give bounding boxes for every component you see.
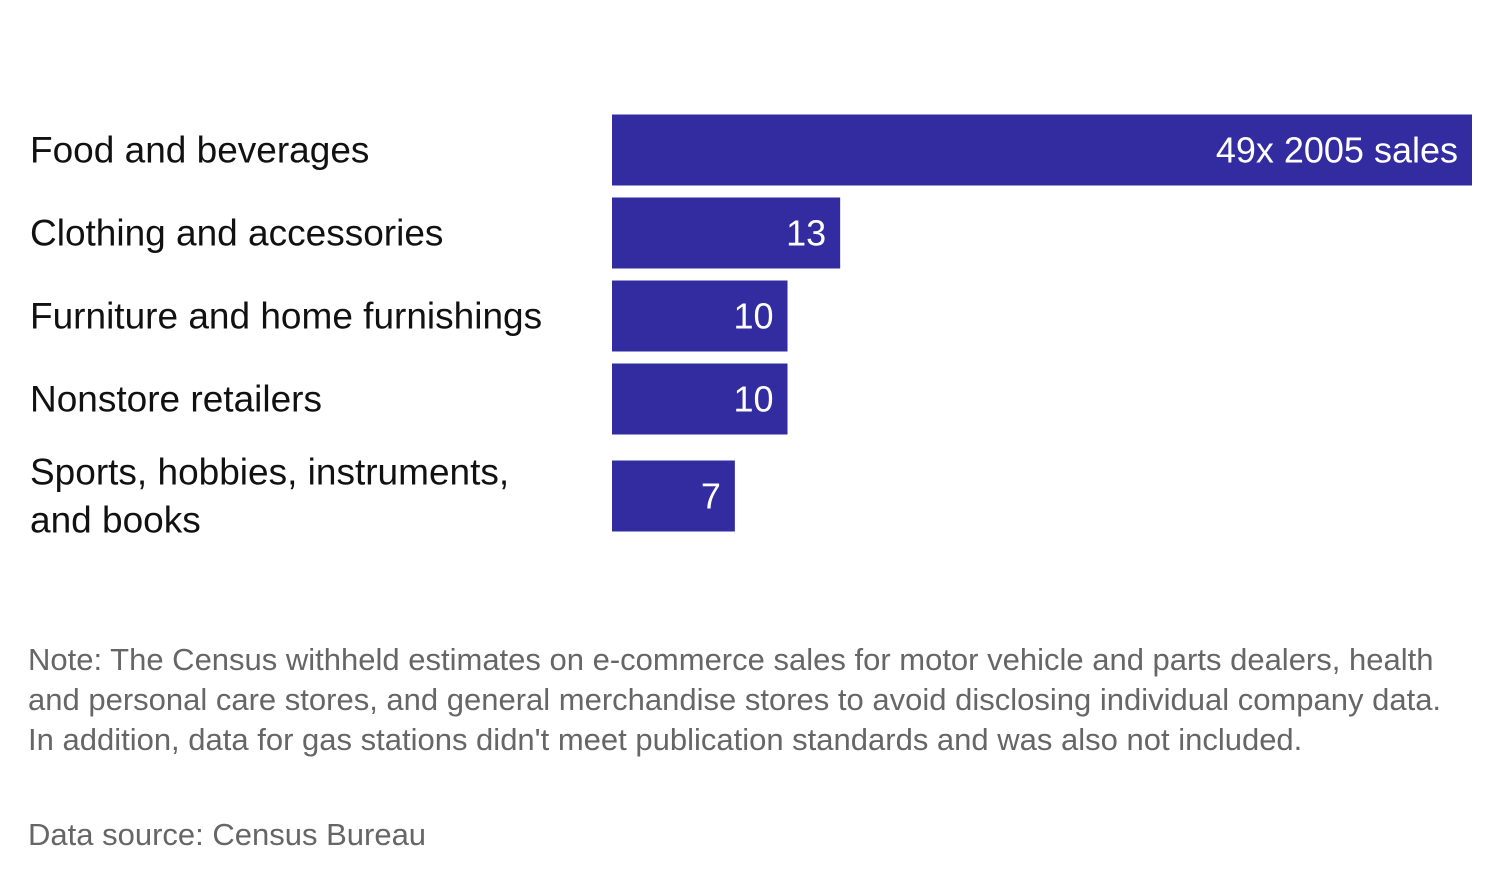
data-label-1: 49x 2005 sales [1216, 130, 1458, 171]
category-label-2: Clothing and accessories [30, 213, 443, 254]
data-label-2: 13 [786, 213, 826, 254]
category-label-3: Furniture and home furnishings [30, 296, 542, 337]
category-label-line: Furniture and home furnishings [30, 296, 542, 337]
category-label-line: Sports, hobbies, instruments, [30, 452, 509, 493]
bar-4 [612, 363, 788, 435]
bar-3 [612, 280, 788, 352]
category-label-1: Food and beverages [30, 130, 369, 171]
data-labels: 49x 2005 sales 13 10 10 7 [701, 130, 1458, 517]
category-label-line: Food and beverages [30, 130, 369, 171]
category-label-line: Nonstore retailers [30, 379, 322, 420]
data-label-5: 7 [701, 476, 721, 517]
data-source: Data source: Census Bureau [28, 817, 427, 852]
category-label-4: Nonstore retailers [30, 379, 322, 420]
bar-2 [612, 197, 841, 269]
category-labels: Food and beverages Clothing and accessori… [30, 130, 542, 541]
bars [612, 114, 1472, 532]
bar-5 [612, 460, 735, 532]
category-label-line: and books [30, 500, 201, 541]
category-label-5: Sports, hobbies, instruments, and books [30, 452, 509, 541]
bar-chart: Food and beverages Clothing and accessori… [30, 114, 1472, 541]
bar-1 [612, 114, 1472, 186]
category-label-line: Clothing and accessories [30, 213, 443, 254]
data-label-4: 10 [733, 379, 773, 420]
data-label-3: 10 [733, 296, 773, 337]
chart-note: Note: The Census withheld estimates on e… [28, 642, 1442, 757]
